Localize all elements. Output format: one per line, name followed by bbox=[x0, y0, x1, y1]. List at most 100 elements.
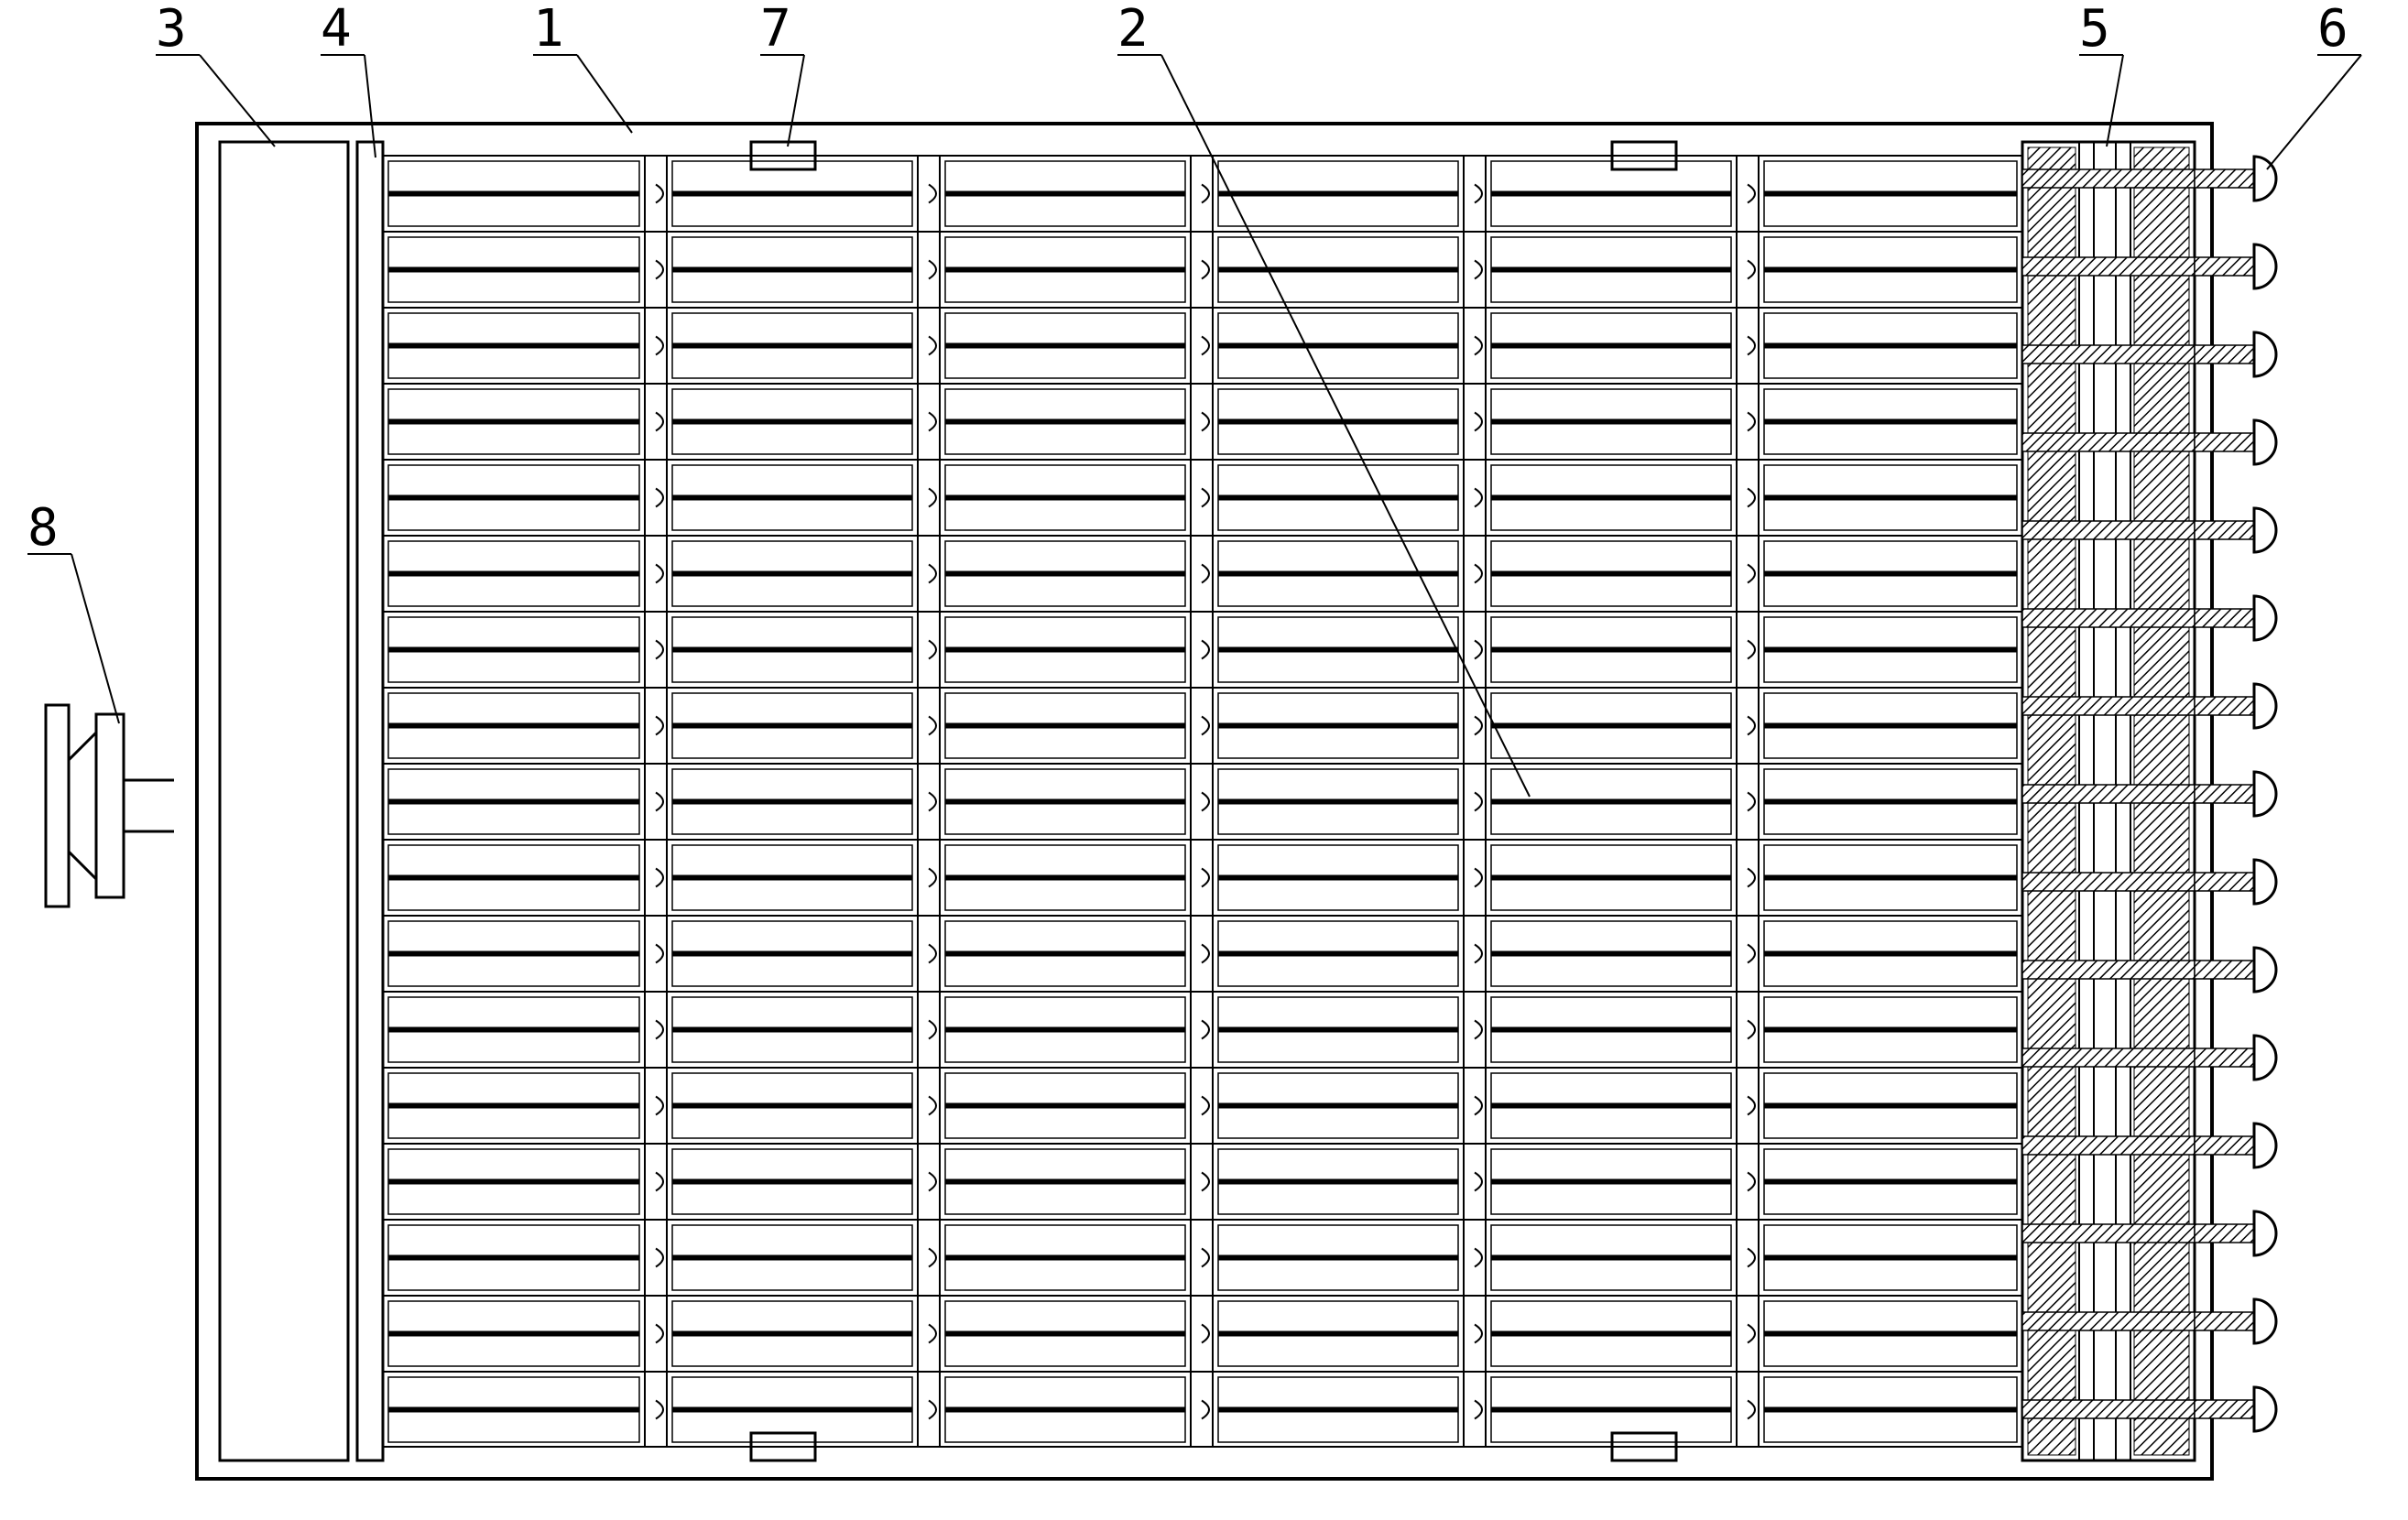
cell-connector bbox=[1748, 1401, 1755, 1419]
bolt-head bbox=[2254, 1036, 2276, 1080]
cell-connector bbox=[1748, 261, 1755, 279]
cell-connector bbox=[929, 869, 936, 887]
cell-connector bbox=[1748, 337, 1755, 355]
cell-connector bbox=[1202, 565, 1209, 583]
cell-connector bbox=[929, 1021, 936, 1039]
cell-connector bbox=[929, 185, 936, 203]
cell-connector bbox=[929, 1097, 936, 1115]
bolt-head bbox=[2254, 948, 2276, 992]
cell-connector bbox=[656, 1021, 663, 1039]
bolt-head bbox=[2254, 684, 2276, 728]
cell-connector bbox=[1748, 1325, 1755, 1343]
cell-connector bbox=[656, 1401, 663, 1419]
bolt-head bbox=[2254, 244, 2276, 288]
bolt-head bbox=[2254, 1299, 2276, 1343]
cell-connector bbox=[1748, 565, 1755, 583]
cell-connector bbox=[929, 565, 936, 583]
cell-connector bbox=[1748, 869, 1755, 887]
cell-connector bbox=[1748, 1021, 1755, 1039]
cell-connector bbox=[1748, 793, 1755, 811]
cell-connector bbox=[1202, 1325, 1209, 1343]
cell-connector bbox=[1475, 1249, 1482, 1267]
cell-connector bbox=[1202, 489, 1209, 507]
cell-connector bbox=[1475, 413, 1482, 431]
cell-connector bbox=[1475, 489, 1482, 507]
bolt-shaft bbox=[2022, 1224, 2195, 1243]
bolt-shaft bbox=[2022, 169, 2195, 188]
cell-connector bbox=[656, 185, 663, 203]
cell-connector bbox=[656, 1325, 663, 1343]
cell-connector bbox=[1202, 1021, 1209, 1039]
cell-connector bbox=[1202, 945, 1209, 963]
cell-connector bbox=[929, 413, 936, 431]
cell-connector bbox=[1475, 261, 1482, 279]
cell-connector bbox=[656, 641, 663, 659]
bolt-head bbox=[2254, 860, 2276, 904]
leader-8 bbox=[71, 554, 119, 723]
cell-connector bbox=[1202, 185, 1209, 203]
cell-connector bbox=[656, 261, 663, 279]
bolt-shaft bbox=[2022, 697, 2195, 715]
cell-connector bbox=[1475, 185, 1482, 203]
cell-connector bbox=[656, 337, 663, 355]
bolt-head bbox=[2254, 772, 2276, 816]
cell-connector bbox=[1748, 945, 1755, 963]
label-8: 8 bbox=[27, 498, 59, 558]
label-7: 7 bbox=[760, 0, 791, 59]
label-3: 3 bbox=[156, 0, 187, 59]
cell-connector bbox=[1202, 869, 1209, 887]
cell-connector bbox=[656, 869, 663, 887]
cell-connector bbox=[929, 1401, 936, 1419]
cell-connector bbox=[1748, 413, 1755, 431]
cell-connector bbox=[1475, 337, 1482, 355]
bolt-shaft bbox=[2022, 345, 2195, 364]
cell-connector bbox=[1475, 793, 1482, 811]
cell-connector bbox=[1475, 717, 1482, 735]
leader-3 bbox=[200, 55, 275, 147]
cell-connector bbox=[656, 1173, 663, 1191]
cell-connector bbox=[1475, 641, 1482, 659]
bolt-head bbox=[2254, 596, 2276, 640]
cell-connector bbox=[929, 793, 936, 811]
cell-connector bbox=[929, 945, 936, 963]
label-2: 2 bbox=[1117, 0, 1149, 59]
cell-connector bbox=[929, 261, 936, 279]
cell-connector bbox=[1475, 1325, 1482, 1343]
bolt-shaft bbox=[2022, 257, 2195, 276]
bolt-shaft bbox=[2022, 873, 2195, 891]
cell-connector bbox=[1748, 1097, 1755, 1115]
cell-connector bbox=[1475, 1173, 1482, 1191]
label-1: 1 bbox=[533, 0, 564, 59]
left-compartment bbox=[220, 142, 348, 1460]
cell-connector bbox=[656, 413, 663, 431]
cell-connector bbox=[929, 717, 936, 735]
technical-drawing: 12345678 bbox=[0, 0, 2408, 1520]
bolt-shaft bbox=[2022, 609, 2195, 627]
cell-connector bbox=[1748, 1249, 1755, 1267]
bolt-head bbox=[2254, 1124, 2276, 1167]
cell-connector bbox=[656, 945, 663, 963]
cell-connector bbox=[929, 1173, 936, 1191]
leader-6 bbox=[2267, 55, 2361, 169]
bolt-shaft bbox=[2022, 433, 2195, 451]
cell-connector bbox=[1748, 185, 1755, 203]
cell-connector bbox=[1475, 565, 1482, 583]
fixed-plate bbox=[357, 142, 383, 1460]
cell-connector bbox=[929, 1325, 936, 1343]
cell-connector bbox=[656, 1097, 663, 1115]
cell-connector bbox=[1202, 1249, 1209, 1267]
bolt-shaft bbox=[2022, 1312, 2195, 1330]
cell-connector bbox=[1475, 1097, 1482, 1115]
cell-connector bbox=[1202, 261, 1209, 279]
cell-connector bbox=[1475, 945, 1482, 963]
cell-connector bbox=[929, 641, 936, 659]
cell-connector bbox=[929, 337, 936, 355]
label-5: 5 bbox=[2079, 0, 2110, 59]
cell-connector bbox=[656, 793, 663, 811]
label-6: 6 bbox=[2317, 0, 2348, 59]
port-body bbox=[69, 733, 96, 879]
cell-connector bbox=[1202, 641, 1209, 659]
leader-2 bbox=[1161, 55, 1530, 797]
bolt-shaft bbox=[2022, 1136, 2195, 1155]
bolt-head bbox=[2254, 1211, 2276, 1255]
